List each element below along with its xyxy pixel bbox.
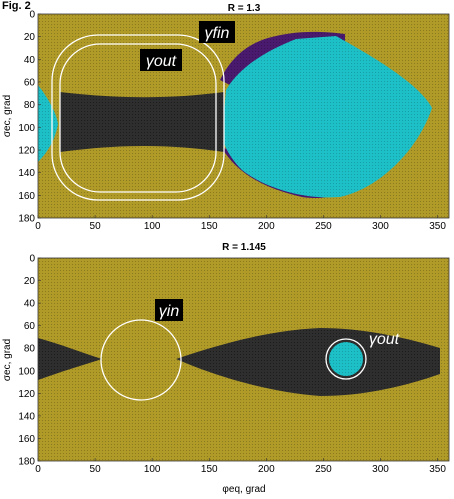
x-tick-label: 350	[429, 464, 446, 475]
y-tick-label: 20	[24, 32, 36, 43]
panel-bottom-ylabel: σec, grad	[2, 339, 13, 381]
x-tick-label: 150	[201, 464, 218, 475]
panel-bottom-dark-left	[38, 338, 102, 380]
x-tick-label: 50	[90, 464, 102, 475]
annotation-gamma-out-top-text: γout	[146, 53, 177, 70]
y-tick-label: 60	[24, 78, 36, 89]
curve-gamma-in-bottom	[100, 319, 182, 401]
x-tick-label: 100	[144, 464, 161, 475]
panel-top-title: R = 1.3	[228, 3, 261, 14]
x-tick-label: 300	[372, 221, 389, 232]
x-tick-label: 350	[429, 221, 446, 232]
panel-top-frame	[37, 13, 450, 219]
panel-top-dark-band	[60, 92, 224, 152]
y-tick-label: 100	[18, 123, 35, 134]
x-tick-label: 50	[90, 221, 102, 232]
annotation-gamma-in-bottom: γin	[155, 299, 183, 321]
annotation-gamma-out-bottom: γout	[369, 331, 400, 348]
y-tick-label: 0	[29, 254, 35, 265]
curve-gamma-out-bottom	[325, 338, 367, 380]
x-tick-label: 200	[258, 464, 275, 475]
y-tick-label: 100	[18, 366, 35, 377]
curve-gamma-out-top	[59, 43, 217, 193]
x-tick-label: 250	[315, 464, 332, 475]
y-tick-label: 160	[18, 191, 35, 202]
panel-top-ylabel: σec, grad	[2, 95, 13, 137]
panel-top-axes: 0 50 100 150 200 250 300 350 0 20 40 60 80 100 120 140 1…	[18, 10, 446, 233]
y-tick-label: 40	[24, 55, 36, 66]
panel-top-cyan-left	[38, 85, 58, 162]
y-tick-label: 80	[24, 100, 36, 111]
x-tick-label: 150	[201, 221, 218, 232]
panel-top-cyan-region	[222, 36, 432, 198]
y-tick-label: 80	[24, 344, 36, 355]
panel-bottom-cyan-disk	[329, 342, 363, 376]
panel-bottom-dark-right	[176, 328, 440, 396]
x-tick-label: 300	[372, 464, 389, 475]
y-tick-label: 20	[24, 276, 36, 287]
y-tick-label: 140	[18, 168, 35, 179]
y-tick-label: 40	[24, 299, 36, 310]
panel-bottom-title: R = 1.145	[222, 242, 266, 253]
annotation-gamma-out-top: γout	[140, 49, 182, 71]
annotation-gamma-fin-top: γfin	[199, 21, 235, 43]
x-tick-label: 0	[35, 464, 41, 475]
y-tick-label: 160	[18, 434, 35, 445]
annotation-gamma-in-bottom-text: γin	[159, 303, 180, 320]
y-tick-label: 180	[18, 214, 35, 225]
x-tick-label: 100	[144, 221, 161, 232]
y-tick-label: 120	[18, 389, 35, 400]
y-tick-label: 140	[18, 411, 35, 422]
annotation-gamma-out-bottom-text: γout	[369, 331, 400, 348]
y-tick-label: 180	[18, 457, 35, 468]
x-tick-label: 250	[315, 221, 332, 232]
curve-gamma-fin-top	[51, 34, 225, 201]
annotation-gamma-fin-top-text: γfin	[205, 25, 230, 42]
panel-top: R = 1.3 γfin γout 0 50 100 150 200 250 300 350	[2, 3, 450, 233]
figure-label: Fig. 2	[2, 0, 31, 12]
y-tick-label: 0	[29, 10, 35, 21]
panel-bottom-frame	[37, 257, 450, 462]
panel-bottom-axes: 0 50 100 150 200 250 300 350 0 20 40 60 80 100 120 140 1…	[18, 254, 446, 476]
y-tick-label: 120	[18, 146, 35, 157]
y-tick-label: 60	[24, 321, 36, 332]
x-tick-label: 200	[258, 221, 275, 232]
panel-bottom: R = 1.145 γin γout 0 50 100 150 200 250 300 350…	[2, 242, 450, 495]
x-tick-label: 0	[35, 221, 41, 232]
panel-bottom-xlabel: φeq, grad	[222, 484, 265, 495]
